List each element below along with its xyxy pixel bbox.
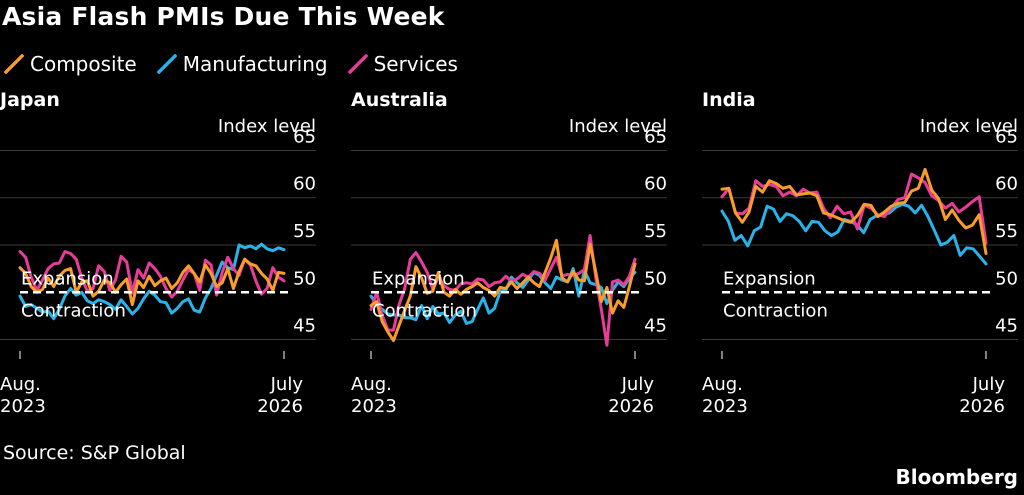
japan-contraction-label: Contraction	[21, 300, 126, 321]
japan-ytick-50: 50	[293, 268, 316, 289]
australia-ylabel: Index level	[569, 116, 667, 137]
india-xlabel-end-year: 2026	[959, 396, 1005, 417]
india-series-composite	[720, 167, 988, 255]
japan-chart: Japan Index level 45 50 55 60 65 Aug.2023 July20…	[0, 89, 316, 417]
india-xlabel-start-year: 2023	[702, 396, 748, 417]
australia-ytick-45: 45	[644, 316, 667, 337]
legend-item-composite: Composite	[4, 52, 137, 76]
bloomberg-logo: Bloomberg	[895, 465, 1018, 489]
legend-item-manufacturing: Manufacturing	[156, 52, 328, 76]
legend-label-manufacturing: Manufacturing	[182, 52, 328, 76]
australia-series-composite	[369, 238, 637, 342]
australia-ytick-55: 55	[644, 221, 667, 242]
india-xlabel-start-month: Aug.	[702, 374, 743, 395]
legend: Composite Manufacturing Services	[4, 50, 478, 78]
australia-ytick-50: 50	[644, 268, 667, 289]
india-series-services	[720, 172, 988, 245]
india-ytick-45: 45	[995, 316, 1018, 337]
australia-series-services	[369, 234, 637, 347]
india-ytick-65: 65	[995, 126, 1018, 147]
legend-item-services: Services	[347, 52, 458, 76]
india-ylabel: Index level	[920, 116, 1018, 137]
australia-series-manufacturing	[369, 267, 637, 325]
japan-ylabel: Index level	[218, 116, 316, 137]
legend-label-composite: Composite	[30, 52, 137, 76]
check-mark-icon	[4, 54, 24, 74]
japan-ytick-55: 55	[293, 221, 316, 242]
australia-xlabel-end-year: 2026	[608, 396, 654, 417]
australia-contraction-label: Contraction	[372, 300, 477, 321]
japan-ytick-45: 45	[293, 316, 316, 337]
legend-label-services: Services	[373, 52, 458, 76]
australia-ytick-65: 65	[644, 126, 667, 147]
india-ytick-50: 50	[995, 268, 1018, 289]
india-contraction-label: Contraction	[723, 300, 828, 321]
india-title: India	[702, 89, 756, 111]
japan-xlabel-start-month: Aug.	[0, 374, 41, 395]
australia-xlabel-start-year: 2023	[351, 396, 397, 417]
india-series-manufacturing	[720, 202, 988, 266]
japan-xlabel-end-year: 2026	[257, 396, 303, 417]
australia-ytick-60: 60	[644, 174, 667, 195]
india-panel: India Index level 45 50 55 60 65 Aug. 2023 July 20…	[702, 86, 1022, 426]
india-xlabel-end-month: July	[972, 374, 1006, 395]
australia-expansion-label: Expansion	[372, 268, 465, 289]
japan-panel: Japan Index level 45 50 55 60 65 Aug. 2023 July 20…	[0, 86, 320, 426]
australia-chart: Australia Index level 45 50 55 60 65 Aug.2023 Ju…	[351, 89, 667, 417]
source-note: Source: S&P Global	[3, 442, 186, 464]
australia-title: Australia	[351, 89, 448, 111]
india-ytick-55: 55	[995, 221, 1018, 242]
japan-expansion-label: Expansion	[21, 268, 114, 289]
india-ytick-60: 60	[995, 174, 1018, 195]
australia-xlabel-start-month: Aug.	[351, 374, 392, 395]
japan-xlabel-start-year: 2023	[0, 396, 46, 417]
japan-title: Japan	[0, 89, 60, 111]
india-chart: India Index level 45 50 55 60 65 Aug.2023 July20…	[702, 89, 1018, 417]
check-mark-icon	[156, 54, 177, 74]
chart-title: Asia Flash PMIs Due This Week	[2, 2, 445, 31]
japan-ytick-65: 65	[293, 126, 316, 147]
japan-series-composite	[18, 257, 286, 307]
japan-xlabel-end-month: July	[270, 374, 304, 395]
india-expansion-label: Expansion	[723, 268, 816, 289]
australia-panel: Australia Index level 45 50 55 60 65 Aug. 2023 Ju…	[351, 86, 671, 426]
check-mark-icon	[347, 54, 368, 74]
japan-ytick-60: 60	[293, 174, 316, 195]
australia-xlabel-end-month: July	[621, 374, 655, 395]
